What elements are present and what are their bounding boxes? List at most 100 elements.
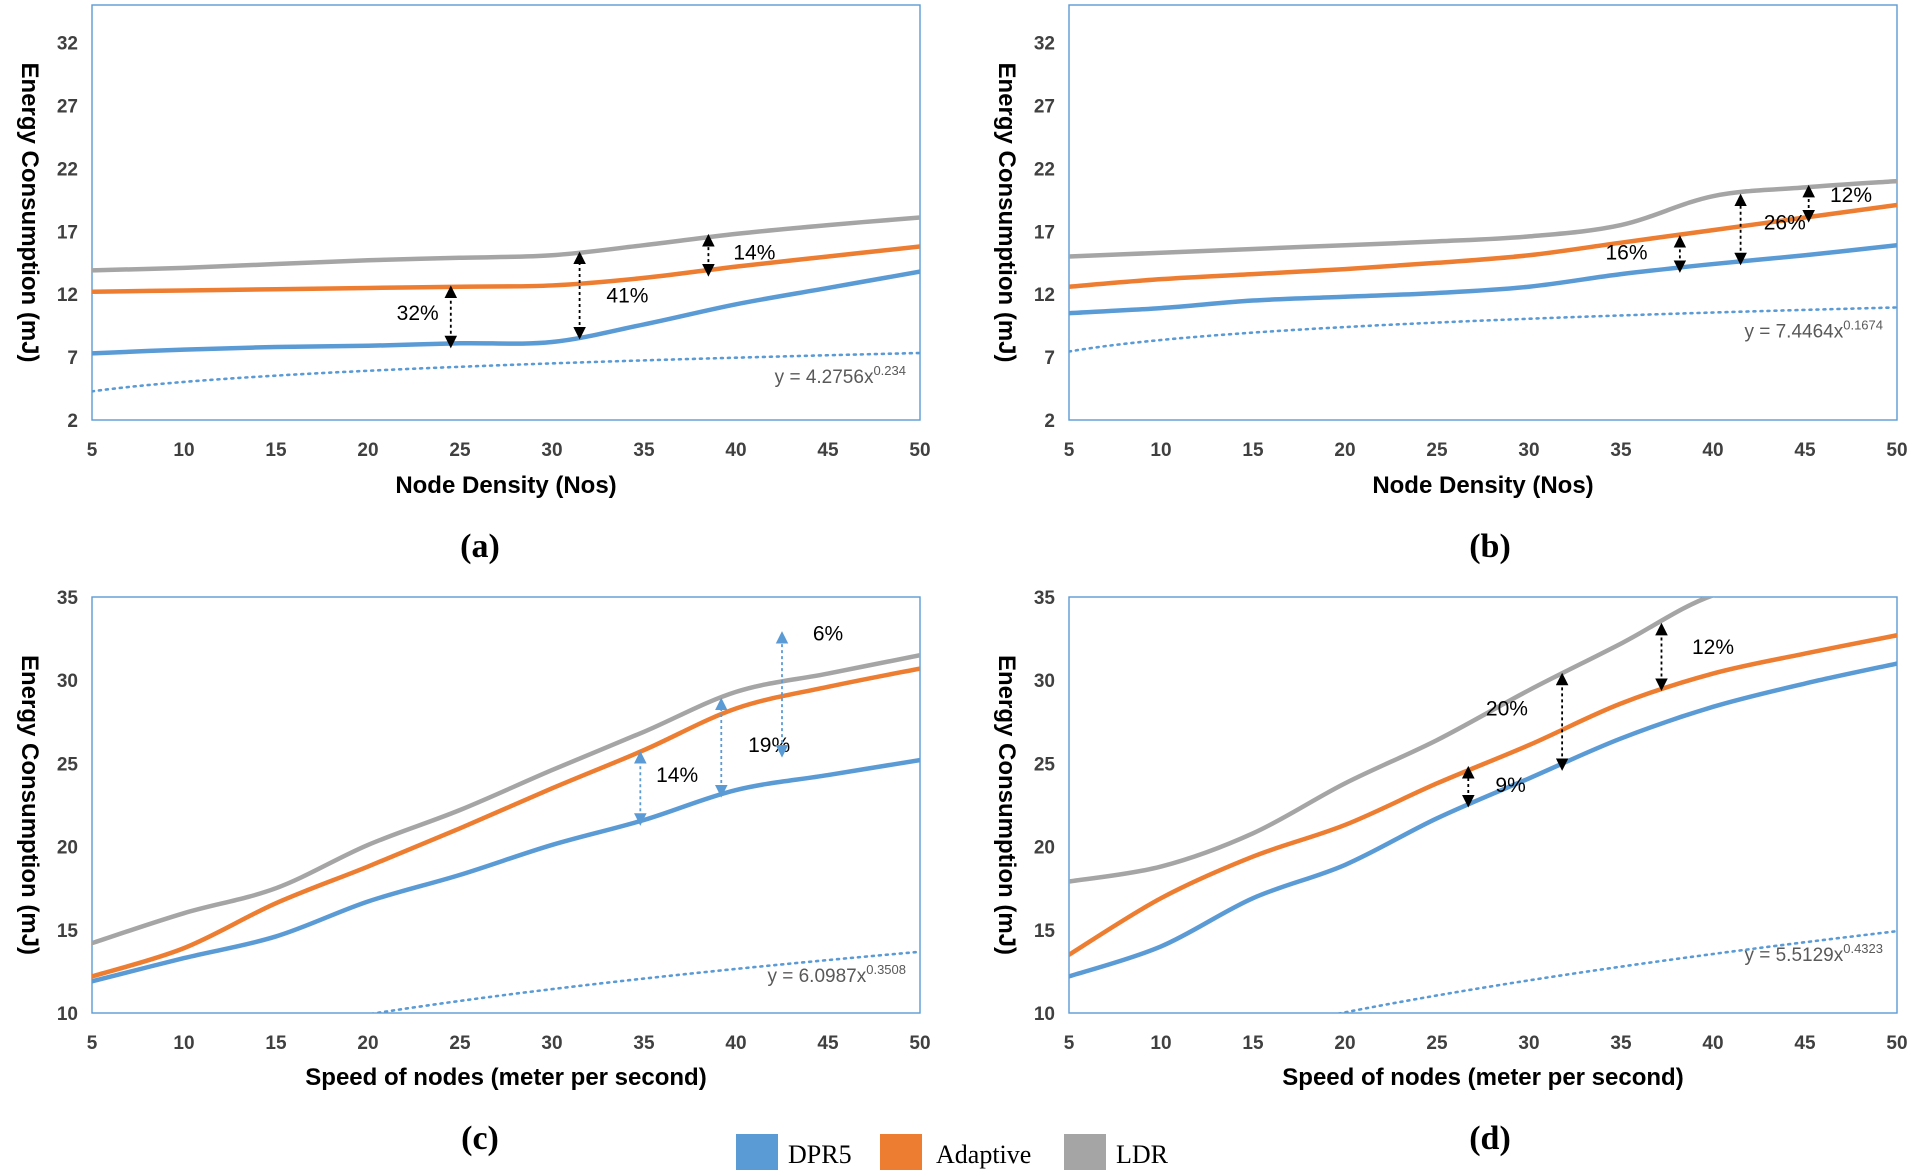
y-tick-label: 7 <box>67 348 78 369</box>
x-tick-label: 45 <box>1794 440 1816 461</box>
x-tick-label: 5 <box>1064 1033 1075 1054</box>
difference-label: 26% <box>1764 212 1806 235</box>
x-tick-label: 10 <box>1150 440 1171 461</box>
x-tick-label: 5 <box>1064 440 1075 461</box>
legend: DPR5 Adaptive LDR <box>736 1134 1169 1170</box>
x-tick-label: 50 <box>1886 440 1907 461</box>
x-tick-label: 45 <box>817 1033 839 1054</box>
plot-series-group <box>92 215 920 393</box>
trendline-dpr5 <box>1335 929 1897 1013</box>
y-tick-label: 17 <box>1034 222 1055 243</box>
legend-swatch-adaptive <box>880 1134 922 1170</box>
difference-label: 9% <box>1495 774 1525 797</box>
difference-label: 32% <box>397 302 439 325</box>
x-axis-label: Speed of nodes (meter per second) <box>1282 1064 1683 1091</box>
difference-label: 14% <box>733 242 775 265</box>
x-tick-label: 15 <box>1242 440 1264 461</box>
x-tick-label: 15 <box>265 1033 287 1054</box>
y-tick-label: 35 <box>57 588 79 609</box>
y-tick-label: 30 <box>57 671 78 692</box>
x-tick-label: 30 <box>1518 1033 1539 1054</box>
y-tick-label: 17 <box>57 222 78 243</box>
x-tick-label: 30 <box>541 1033 562 1054</box>
x-tick-label: 20 <box>357 1033 378 1054</box>
trendline-equation: y = 7.4464x0.1674 <box>1744 317 1883 342</box>
series-line-dpr5 <box>92 269 920 356</box>
x-tick-label: 20 <box>1334 440 1355 461</box>
series-line-dpr5 <box>1069 242 1897 316</box>
difference-label: 6% <box>813 623 843 646</box>
difference-label: 12% <box>1830 184 1872 207</box>
y-tick-label: 10 <box>1034 1004 1055 1025</box>
y-tick-label: 20 <box>57 838 78 859</box>
chart-panel-c: (c) 10 15 20 25 30 35 5 10 15 20 25 30 35 40 45 50 Speed… <box>16 588 931 1157</box>
series-line-adaptive <box>1069 202 1897 289</box>
x-tick-label: 50 <box>909 440 930 461</box>
y-tick-label: 25 <box>57 754 79 775</box>
legend-swatch-dpr5 <box>736 1134 778 1170</box>
x-tick-label: 25 <box>449 440 471 461</box>
x-axis-label: Node Density (Nos) <box>395 472 616 499</box>
panel-label: (d) <box>1469 1120 1511 1157</box>
series-line-ldr <box>92 652 920 946</box>
y-tick-label: 27 <box>57 97 78 118</box>
x-tick-label: 25 <box>449 1033 471 1054</box>
legend-label-dpr5: DPR5 <box>788 1140 852 1169</box>
y-tick-label: 27 <box>1034 97 1055 118</box>
trendline-equation: y = 4.2756x0.234 <box>775 363 906 388</box>
y-tick-label: 10 <box>57 1004 78 1025</box>
trendline-equation: y = 6.0987x0.3508 <box>767 962 906 987</box>
y-tick-label: 25 <box>1034 754 1056 775</box>
y-axis-label: Energy Consumption (mJ) <box>993 62 1020 362</box>
series-line-ldr <box>1069 178 1897 259</box>
plot-area-border <box>1068 596 1898 1014</box>
series-line-adaptive <box>92 244 920 294</box>
x-tick-label: 35 <box>633 1033 655 1054</box>
legend-label-adaptive: Adaptive <box>936 1140 1031 1169</box>
plot-series-group <box>92 652 920 1013</box>
y-axis-label: Energy Consumption (mJ) <box>16 655 43 955</box>
y-tick-label: 15 <box>1034 921 1056 942</box>
panel-label: (c) <box>461 1120 499 1157</box>
y-tick-label: 7 <box>1044 348 1055 369</box>
x-tick-label: 20 <box>357 440 378 461</box>
x-tick-label: 10 <box>1150 1033 1171 1054</box>
y-tick-label: 32 <box>57 34 78 55</box>
plot-area-border <box>1068 4 1898 421</box>
chart-panel-d: (d) 10 15 20 25 30 35 5 10 15 20 25 30 35 40 45 50 Speed… <box>993 588 1908 1157</box>
y-tick-label: 20 <box>1034 838 1055 859</box>
difference-label: 12% <box>1692 636 1734 659</box>
x-tick-label: 35 <box>633 440 655 461</box>
x-tick-label: 15 <box>265 440 287 461</box>
y-tick-label: 30 <box>1034 671 1055 692</box>
x-tick-label: 25 <box>1426 1033 1448 1054</box>
x-tick-label: 20 <box>1334 1033 1355 1054</box>
trendline-dpr5 <box>1069 306 1897 353</box>
x-tick-label: 50 <box>1886 1033 1907 1054</box>
y-tick-label: 2 <box>67 411 78 432</box>
legend-label-ldr: LDR <box>1116 1140 1169 1169</box>
plot-series-group <box>1069 178 1897 353</box>
x-tick-label: 45 <box>1794 1033 1816 1054</box>
y-tick-label: 12 <box>57 285 78 306</box>
x-tick-label: 35 <box>1610 440 1632 461</box>
series-line-adaptive <box>1069 633 1897 958</box>
panel-label: (b) <box>1469 528 1511 565</box>
y-tick-label: 22 <box>57 159 78 180</box>
plot-area-border <box>91 596 921 1014</box>
x-tick-label: 35 <box>1610 1033 1632 1054</box>
x-tick-label: 15 <box>1242 1033 1264 1054</box>
x-tick-label: 10 <box>173 440 194 461</box>
y-tick-label: 35 <box>1034 588 1056 609</box>
plot-series-group <box>1069 597 1897 1013</box>
x-tick-label: 40 <box>1702 440 1723 461</box>
series-line-ldr <box>92 215 920 273</box>
trendline-dpr5 <box>368 950 920 1013</box>
y-tick-label: 12 <box>1034 285 1055 306</box>
x-tick-label: 50 <box>909 1033 930 1054</box>
x-tick-label: 25 <box>1426 440 1448 461</box>
difference-label: 14% <box>656 764 698 787</box>
y-tick-label: 22 <box>1034 159 1055 180</box>
